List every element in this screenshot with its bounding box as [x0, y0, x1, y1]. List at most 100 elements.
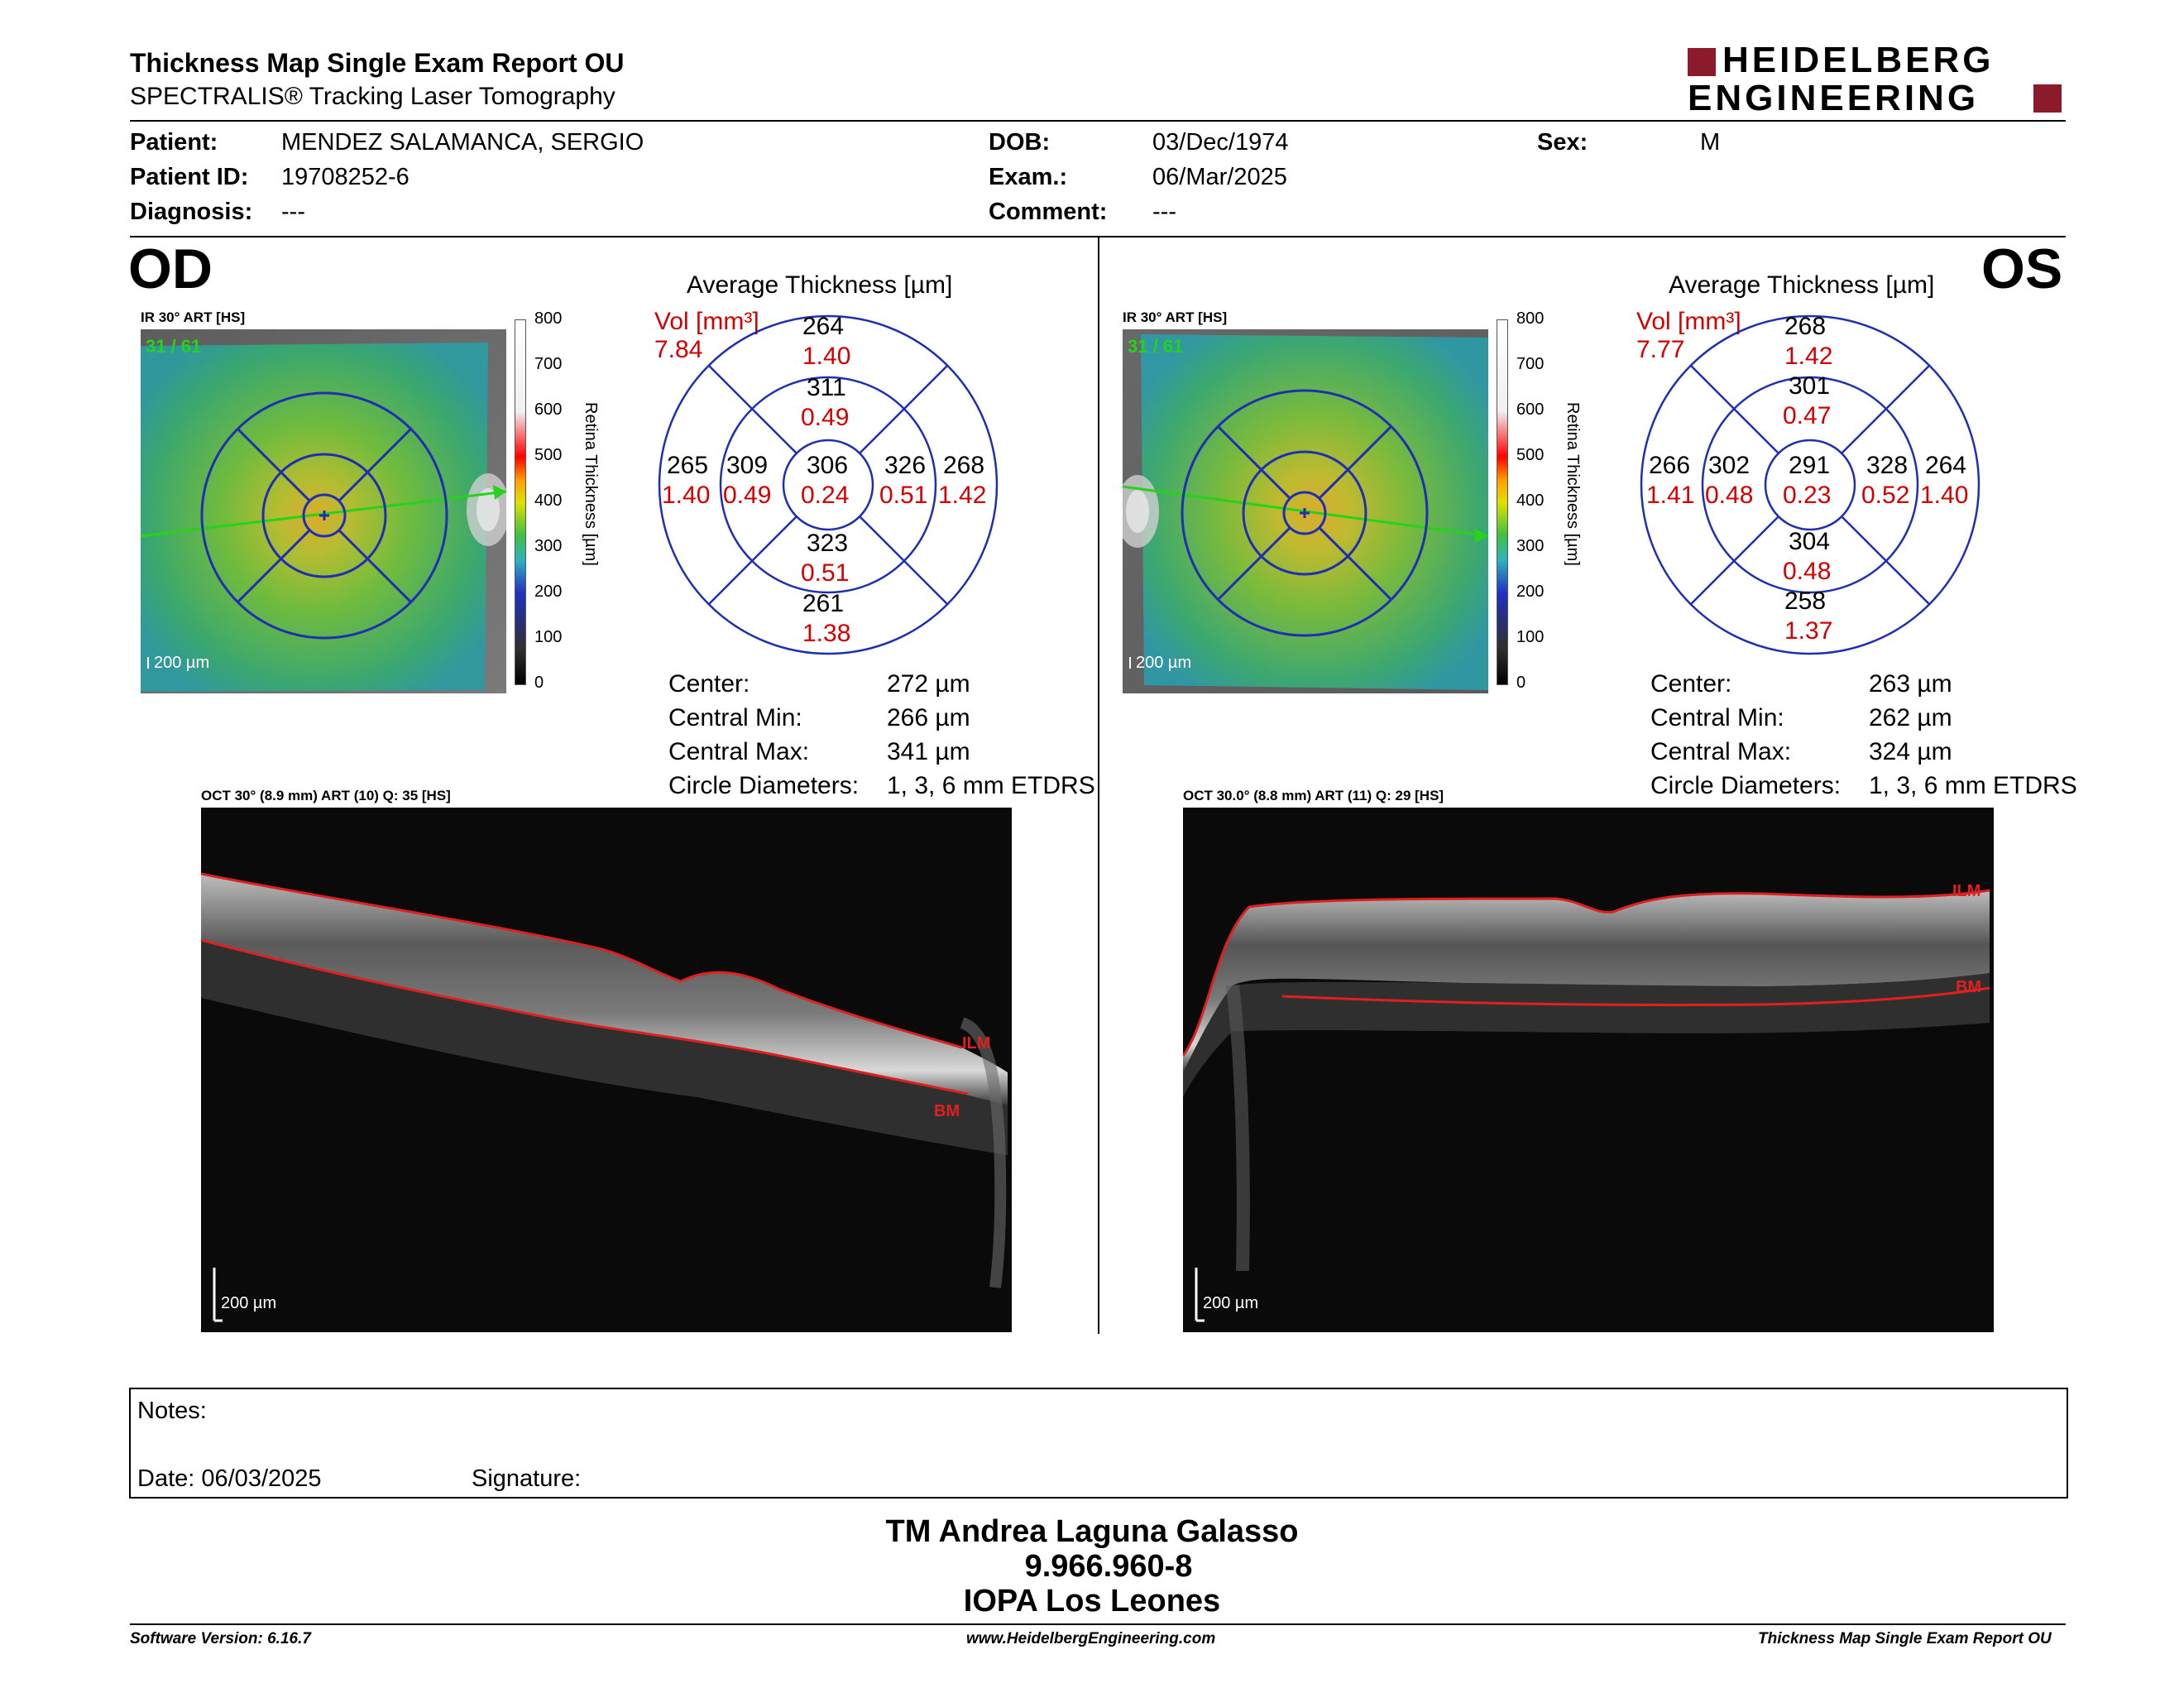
colorbar-tick: 500 — [1516, 446, 1544, 465]
od-inner-temporal-volume: 0.49 — [723, 482, 771, 510]
frame-counter-od: 31 / 61 — [146, 336, 201, 357]
colorbar-tick: 600 — [534, 400, 562, 420]
logo-text-bottom: ENGINEERING — [1688, 78, 1979, 119]
eye-label-od: OD — [128, 237, 213, 301]
avg-thickness-title-od: Average Thickness [µm] — [687, 271, 952, 300]
od-outer-superior-thickness: 264 — [802, 313, 844, 341]
od-center-volume: 0.24 — [801, 482, 849, 510]
logo-square-icon — [2033, 84, 2062, 113]
os-center-thickness: 291 — [1789, 452, 1830, 480]
report-title: Thickness Map Single Exam Report OU — [130, 48, 624, 79]
os-circle-diam-value: 1, 3, 6 mm ETDRS — [1869, 772, 2077, 800]
avg-thickness-title-os: Average Thickness [µm] — [1669, 271, 1934, 300]
bm-label-od: BM — [934, 1102, 960, 1121]
patient-id: 19708252-6 — [281, 164, 410, 191]
sex-label: Sex: — [1537, 129, 1588, 156]
oct-caption-od: OCT 30° (8.9 mm) ART (10) Q: 35 [HS] — [201, 788, 451, 804]
patient-id-label: Patient ID: — [130, 164, 248, 191]
colorbar-tick: 600 — [1516, 400, 1544, 420]
colorbar-gradient — [515, 319, 526, 685]
os-central-max-label: Central Max: — [1650, 738, 1791, 766]
colorbar-tick: 200 — [534, 583, 562, 602]
exam-label: Exam.: — [989, 164, 1067, 191]
sex-value: M — [1700, 129, 1720, 156]
logo-square-icon — [1688, 48, 1716, 76]
od-circle-diam-label: Circle Diameters: — [668, 772, 859, 800]
od-inner-inferior-thickness: 323 — [807, 530, 848, 558]
od-outer-temporal-volume: 1.40 — [662, 482, 710, 510]
ilm-label-os: ILM — [1952, 882, 1980, 901]
notes-box: Notes: Date: 06/03/2025 Signature: — [129, 1388, 2068, 1499]
od-inner-nasal-volume: 0.51 — [879, 482, 927, 510]
os-center-volume: 0.23 — [1783, 482, 1831, 510]
ir-thickness-map-od: 31 / 61 200 µm — [141, 329, 506, 693]
od-inner-temporal-thickness: 309 — [726, 452, 768, 480]
colorbar-od: 800 700 600 500 400 300 200 100 0 Retina… — [515, 319, 639, 683]
colorbar-tick: 0 — [534, 674, 544, 693]
oct-caption-os: OCT 30.0° (8.8 mm) ART (11) Q: 29 [HS] — [1183, 788, 1444, 804]
thickness-map-od-svg — [141, 329, 506, 693]
od-center-value: 272 µm — [887, 670, 970, 698]
os-central-max-value: 324 µm — [1869, 738, 1952, 766]
od-central-min-label: Central Min: — [668, 704, 802, 732]
os-center-value: 263 µm — [1869, 670, 1952, 698]
comment-value: --- — [1152, 199, 1176, 226]
ilm-label-od: ILM — [962, 1034, 990, 1053]
signature-label: Signature: — [472, 1465, 581, 1493]
od-circle-diam-value: 1, 3, 6 mm ETDRS — [887, 772, 1095, 800]
od-inner-superior-thickness: 311 — [807, 374, 846, 402]
oct-bscan-od: ILM BM 200 µm — [201, 808, 1012, 1332]
od-outer-temporal-thickness: 265 — [667, 452, 708, 480]
od-outer-inferior-volume: 1.38 — [802, 620, 850, 648]
website-link[interactable]: www.HeidelbergEngineering.com — [966, 1630, 1215, 1648]
od-outer-superior-volume: 1.40 — [802, 343, 850, 371]
notes-label: Notes: — [137, 1398, 207, 1425]
os-inner-temporal-thickness: 302 — [1708, 452, 1750, 480]
colorbar-label: Retina Thickness [µm] — [1563, 402, 1582, 566]
od-inner-superior-volume: 0.49 — [801, 404, 849, 432]
os-outer-nasal-volume: 1.40 — [1920, 482, 1968, 510]
os-outer-nasal-thickness: 264 — [1925, 452, 1966, 480]
od-inner-nasal-thickness: 326 — [884, 452, 926, 480]
footer-report-name: Thickness Map Single Exam Report OU — [1758, 1630, 2052, 1648]
colorbar-tick: 300 — [534, 537, 562, 556]
colorbar-tick: 800 — [534, 309, 562, 328]
scale-bar-icon — [147, 657, 149, 669]
patient-name: MENDEZ SALAMANCA, SERGIO — [281, 129, 644, 156]
patient-label: Patient: — [130, 129, 218, 156]
os-outer-superior-thickness: 268 — [1784, 313, 1826, 341]
footer-divider — [130, 1623, 2066, 1625]
od-central-max-label: Central Max: — [668, 738, 809, 766]
bm-label-os: BM — [1956, 978, 1981, 997]
od-outer-nasal-thickness: 268 — [943, 452, 984, 480]
os-center-label: Center: — [1650, 670, 1731, 698]
colorbar-tick: 400 — [534, 492, 562, 511]
colorbar-tick: 100 — [534, 628, 562, 647]
thickness-map-os-svg — [1123, 329, 1488, 693]
os-inner-inferior-volume: 0.48 — [1783, 558, 1831, 586]
os-inner-temporal-volume: 0.48 — [1705, 482, 1753, 510]
os-central-min-value: 262 µm — [1869, 704, 1952, 732]
colorbar-tick: 200 — [1516, 583, 1544, 602]
logo-text-top: HEIDELBERG — [1722, 40, 1994, 81]
colorbar-tick: 800 — [1516, 309, 1544, 328]
scale-label-os: 200 µm — [1136, 654, 1191, 673]
signer-name: TM Andrea Laguna Galasso — [0, 1514, 2184, 1550]
eye-label-os: OS — [1981, 237, 2062, 301]
diagnosis-value: --- — [281, 199, 305, 226]
colorbar-tick: 700 — [1516, 355, 1544, 374]
os-outer-temporal-thickness: 266 — [1649, 452, 1690, 480]
heidelberg-logo: HEIDELBERG ENGINEERING — [1688, 43, 2070, 117]
os-inner-nasal-volume: 0.52 — [1861, 482, 1909, 510]
scale-bar-icon — [1129, 657, 1131, 669]
header-divider — [130, 120, 2066, 122]
colorbar-label: Retina Thickness [µm] — [581, 402, 600, 566]
os-outer-superior-volume: 1.42 — [1784, 343, 1832, 371]
signer-id: 9.966.960-8 — [0, 1549, 2184, 1585]
date-label: Date: 06/03/2025 — [137, 1465, 322, 1493]
os-circle-diam-label: Circle Diameters: — [1650, 772, 1841, 800]
od-central-min-value: 266 µm — [887, 704, 970, 732]
od-central-max-value: 341 µm — [887, 738, 970, 766]
colorbar-tick: 0 — [1516, 674, 1525, 693]
os-outer-temporal-volume: 1.41 — [1646, 482, 1694, 510]
